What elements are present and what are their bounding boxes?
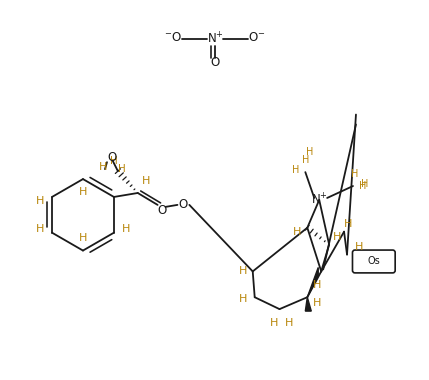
Text: H: H [99, 162, 107, 172]
Text: Os: Os [368, 256, 380, 266]
Text: H: H [361, 179, 369, 189]
Text: O$\mathregular{{}^{-}}$: O$\mathregular{{}^{-}}$ [248, 31, 266, 44]
Text: H: H [305, 147, 313, 157]
Polygon shape [307, 268, 318, 297]
Text: H: H [110, 156, 118, 166]
Text: H: H [313, 280, 321, 290]
Text: H: H [36, 196, 44, 206]
Text: H: H [333, 232, 341, 242]
Text: H: H [269, 318, 278, 328]
Text: H: H [313, 298, 321, 308]
Text: H: H [293, 227, 302, 237]
Text: H: H [359, 181, 367, 191]
Text: H: H [355, 242, 363, 252]
Text: $\mathregular{{}^{-}}$O: $\mathregular{{}^{-}}$O [164, 31, 182, 44]
Text: H: H [79, 233, 87, 243]
Text: H: H [122, 224, 130, 234]
Text: H: H [239, 294, 247, 304]
Text: N$\mathregular{{}^{+}}$: N$\mathregular{{}^{+}}$ [206, 32, 224, 47]
Text: H: H [36, 224, 44, 234]
Text: O: O [210, 57, 220, 70]
Text: H: H [239, 266, 247, 276]
Text: H: H [142, 176, 150, 186]
Text: H: H [292, 165, 299, 175]
Text: H: H [344, 219, 352, 229]
FancyBboxPatch shape [353, 250, 395, 273]
Polygon shape [305, 297, 311, 311]
Text: O: O [107, 151, 117, 164]
Text: O: O [179, 198, 188, 211]
Text: H: H [118, 164, 126, 174]
Text: O: O [157, 204, 166, 217]
Text: H: H [302, 155, 309, 165]
Text: H: H [351, 169, 359, 179]
Text: N$\mathregular{{}^{+}}$: N$\mathregular{{}^{+}}$ [311, 192, 328, 207]
Text: H: H [79, 187, 87, 197]
Text: H: H [285, 318, 293, 328]
